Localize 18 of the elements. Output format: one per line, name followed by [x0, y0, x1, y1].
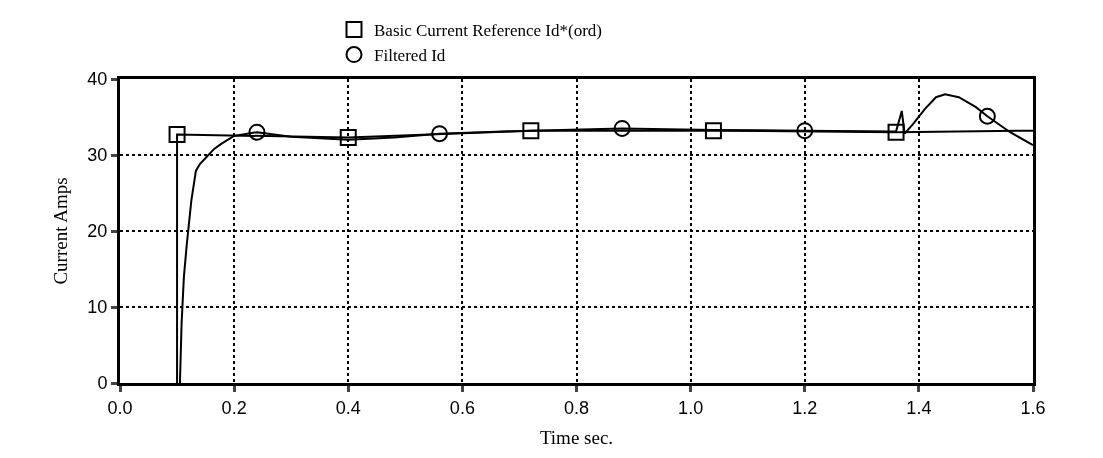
legend-label: Filtered Id — [374, 46, 446, 66]
x-tick-label: 0.6 — [449, 397, 475, 418]
y-tick-label: 40 — [87, 69, 108, 90]
y-tick-label: 0 — [97, 373, 108, 394]
x-tick-label: 0.2 — [221, 397, 247, 418]
x-tick-label: 1.6 — [1020, 397, 1046, 418]
legend-label: Basic Current Reference Id*(ord) — [374, 21, 602, 41]
x-tick-label: 1.0 — [678, 397, 704, 418]
x-tick-label: 0.4 — [335, 397, 361, 418]
x-tick-label: 1.4 — [906, 397, 932, 418]
y-tick-label: 10 — [87, 297, 108, 318]
y-tick-label: 20 — [87, 221, 108, 242]
y-axis-title: Current Amps — [50, 177, 72, 285]
x-tick-label: 0.8 — [563, 397, 590, 418]
x-axis-title: Time sec. — [539, 427, 614, 449]
y-tick-label: 30 — [87, 145, 108, 166]
x-tick-label: 0.0 — [107, 397, 133, 418]
x-tick-label: 1.2 — [792, 397, 818, 418]
